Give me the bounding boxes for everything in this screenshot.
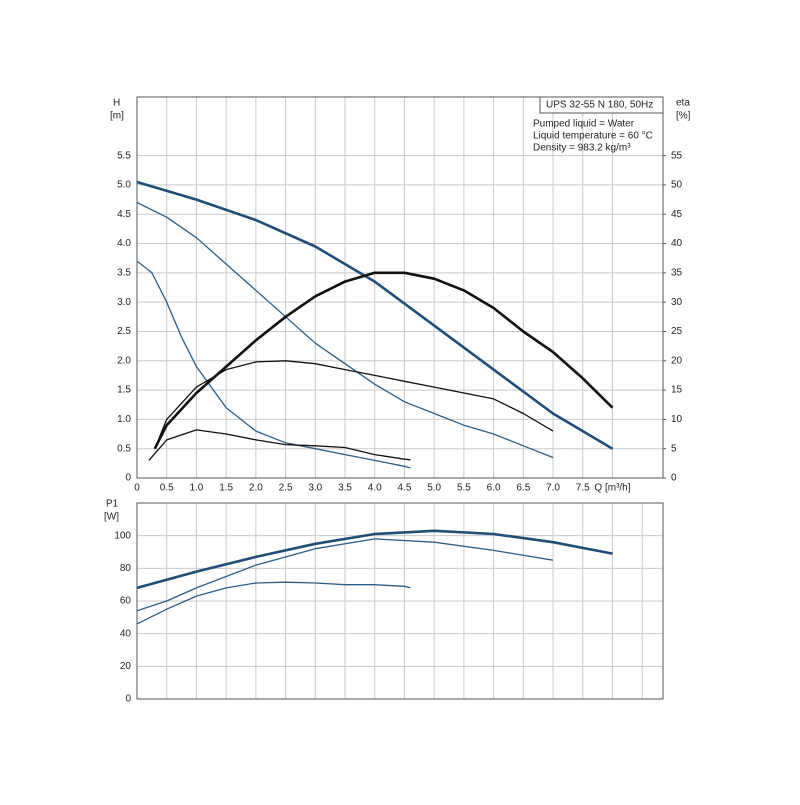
- top-plot-frame: [136, 96, 664, 479]
- y2-tick-label: 20: [671, 355, 683, 366]
- x-tick-label: 3.5: [338, 483, 352, 494]
- x-tick-label: Q [m³/h]: [594, 483, 630, 494]
- y-tick-label: 80: [120, 563, 132, 574]
- y2-tick-label: 0: [671, 473, 677, 484]
- x-tick-label: 6.0: [487, 483, 501, 494]
- x-tick-label: 5.0: [427, 483, 441, 494]
- x-tick-label: 4.0: [368, 483, 382, 494]
- y2-tick-label: 5: [671, 443, 677, 454]
- bottom-plot-frame: [136, 502, 664, 700]
- y-axis-unit: [W]: [104, 512, 119, 523]
- y-tick-label: 0.5: [117, 443, 131, 454]
- y-tick-label: 2.5: [117, 326, 131, 337]
- info-line: Liquid temperature = 60 °C: [533, 131, 653, 142]
- y-tick-label: 60: [120, 596, 132, 607]
- curve: [148, 429, 411, 461]
- y-tick-label: 3.5: [117, 267, 131, 278]
- y2-tick-label: 50: [671, 180, 683, 191]
- y-tick-label: 1.0: [117, 414, 131, 425]
- y2-tick-label: 15: [671, 385, 683, 396]
- y2-axis-unit: [%]: [676, 111, 691, 122]
- y-tick-label: 4.5: [117, 209, 131, 220]
- curve: [136, 538, 554, 612]
- curve: [136, 529, 613, 590]
- x-tick-label: 0: [134, 483, 140, 494]
- x-tick-label: 6.5: [516, 483, 530, 494]
- curve: [154, 360, 554, 449]
- y-tick-label: 20: [120, 661, 132, 672]
- x-tick-label: 7.5: [576, 483, 590, 494]
- y-tick-label: 2.0: [117, 355, 131, 366]
- curve: [136, 260, 411, 469]
- y-axis-label: H: [113, 98, 120, 109]
- y-tick-label: 40: [120, 628, 132, 639]
- y-tick-label: 1.5: [117, 385, 131, 396]
- y2-tick-label: 55: [671, 150, 683, 161]
- x-tick-label: 4.5: [398, 483, 412, 494]
- y-tick-label: 100: [114, 530, 131, 541]
- info-title-box: [539, 96, 664, 114]
- info-line: Density = 983.2 kg/m³: [533, 143, 631, 154]
- curve: [136, 201, 554, 459]
- x-tick-label: 1.0: [189, 483, 203, 494]
- x-tick-label: 7.0: [546, 483, 560, 494]
- x-tick-label: 5.5: [457, 483, 471, 494]
- y2-tick-label: 30: [671, 297, 683, 308]
- y2-tick-label: 35: [671, 267, 683, 278]
- y-tick-label: 5.5: [117, 150, 131, 161]
- y-tick-label: 0: [125, 473, 131, 484]
- info-title: UPS 32-55 N 180, 50Hz: [546, 100, 653, 111]
- y-axis-unit: [m]: [110, 111, 124, 122]
- x-tick-label: 2.0: [249, 483, 263, 494]
- y-tick-label: 0: [125, 694, 131, 705]
- x-tick-label: 0.5: [160, 483, 174, 494]
- y2-tick-label: 25: [671, 326, 683, 337]
- x-tick-label: 2.5: [279, 483, 293, 494]
- y2-tick-label: 10: [671, 414, 683, 425]
- curve: [136, 180, 614, 450]
- y-tick-label: 3.0: [117, 297, 131, 308]
- x-tick-label: 1.5: [219, 483, 233, 494]
- y2-tick-label: 40: [671, 238, 683, 249]
- x-tick-label: 3.0: [308, 483, 322, 494]
- curve: [136, 581, 411, 625]
- info-line: Pumped liquid = Water: [533, 119, 635, 130]
- y-tick-label: 5.0: [117, 180, 131, 191]
- y2-axis-label: eta: [676, 98, 690, 109]
- y2-tick-label: 45: [671, 209, 683, 220]
- y-tick-label: 4.0: [117, 238, 131, 249]
- y-axis-label: P1: [106, 499, 119, 510]
